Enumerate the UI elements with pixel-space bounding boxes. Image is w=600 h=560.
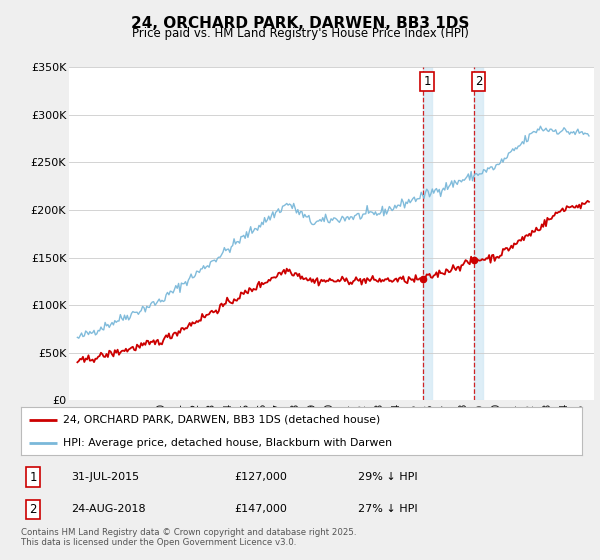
Bar: [474, 67, 483, 400]
Text: 24, ORCHARD PARK, DARWEN, BB3 1DS (detached house): 24, ORCHARD PARK, DARWEN, BB3 1DS (detac…: [63, 415, 380, 425]
Text: 24, ORCHARD PARK, DARWEN, BB3 1DS: 24, ORCHARD PARK, DARWEN, BB3 1DS: [131, 16, 469, 31]
Text: 1: 1: [29, 471, 37, 484]
Text: 29% ↓ HPI: 29% ↓ HPI: [358, 472, 417, 482]
Text: HPI: Average price, detached house, Blackburn with Darwen: HPI: Average price, detached house, Blac…: [63, 438, 392, 448]
Text: 2: 2: [29, 503, 37, 516]
Bar: [422, 67, 432, 400]
Text: £147,000: £147,000: [234, 505, 287, 515]
Text: 1: 1: [424, 75, 431, 88]
Text: 2: 2: [475, 75, 482, 88]
Text: 27% ↓ HPI: 27% ↓ HPI: [358, 505, 417, 515]
Text: 31-JUL-2015: 31-JUL-2015: [71, 472, 140, 482]
Text: £127,000: £127,000: [234, 472, 287, 482]
Text: Contains HM Land Registry data © Crown copyright and database right 2025.
This d: Contains HM Land Registry data © Crown c…: [21, 528, 356, 547]
Text: 24-AUG-2018: 24-AUG-2018: [71, 505, 146, 515]
Text: Price paid vs. HM Land Registry's House Price Index (HPI): Price paid vs. HM Land Registry's House …: [131, 27, 469, 40]
